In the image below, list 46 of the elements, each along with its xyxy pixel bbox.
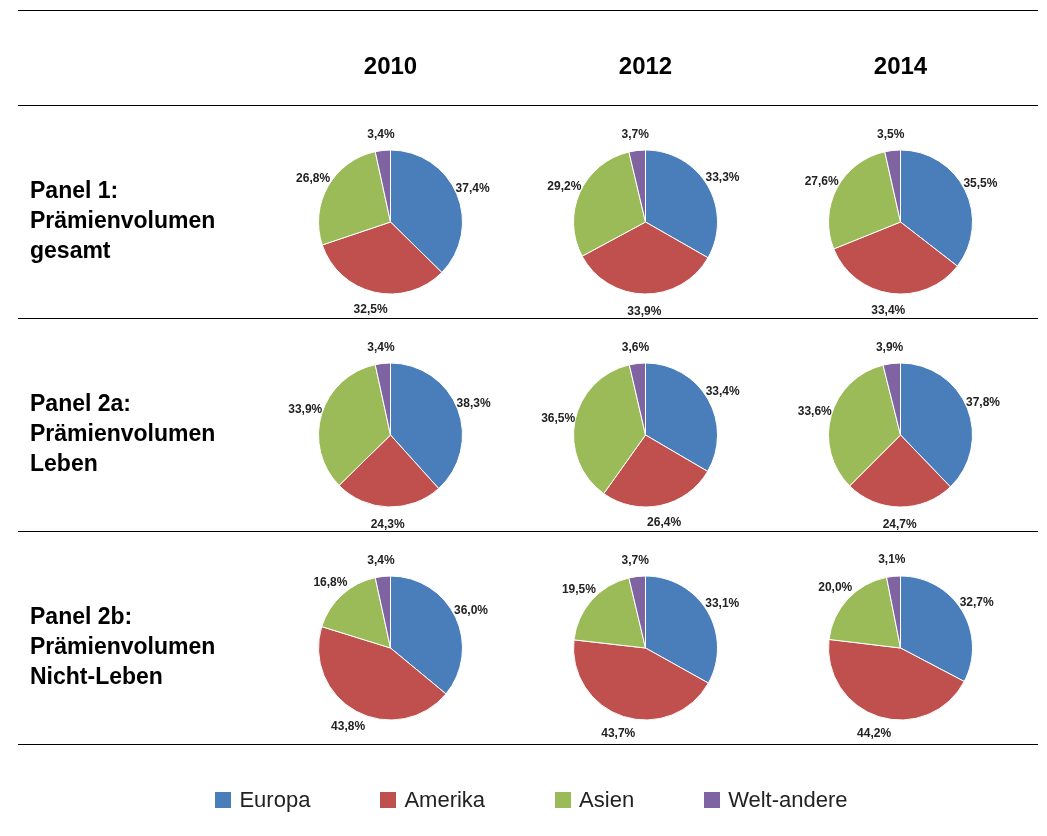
data-label: 24,3% [370, 516, 406, 531]
chart-title: 2010 [362, 50, 419, 81]
data-label: 16,8% [313, 575, 348, 590]
data-label: 24,7% [882, 517, 917, 531]
data-label: 35,5% [963, 175, 998, 190]
text: Panel 1: Prämienvolumen gesamt [30, 175, 217, 265]
data-label: 33,9% [627, 303, 662, 318]
data-label: 3,1% [878, 552, 906, 567]
legend-label: Asien [579, 787, 635, 813]
data-label: 36,5% [541, 410, 576, 425]
data-label: 32,7% [959, 594, 995, 609]
data-label: 32,5% [353, 301, 388, 316]
chart-title: 2014 [872, 50, 929, 81]
data-label: 44,2% [857, 725, 892, 740]
data-label: 38,3% [456, 396, 491, 411]
data-label: 33,6% [797, 404, 833, 419]
data-label: 33,9% [288, 402, 323, 417]
data-label: 33,4% [705, 383, 741, 398]
data-label: 43,7% [601, 725, 636, 740]
data-label: 3,9% [875, 339, 904, 354]
legend-label: Welt-andere [728, 787, 848, 813]
text: Panel 2a: Prämienvolumen Leben [30, 388, 217, 478]
data-label: 3,7% [621, 126, 650, 141]
chart-title: 2012 [617, 50, 674, 81]
data-label: 3,5% [877, 126, 905, 141]
data-label: 3,4% [367, 339, 395, 354]
data-label: 26,4% [647, 515, 682, 530]
legend-label: Europa [239, 787, 311, 813]
data-label: 33,3% [705, 170, 740, 185]
data-label: 3,6% [621, 339, 650, 354]
text: Panel 2b: Prämienvolumen Nicht-Leben [30, 601, 217, 691]
data-label: 19,5% [561, 581, 597, 596]
data-label: 37,8% [966, 394, 1001, 409]
data-label: 3,4% [367, 126, 396, 141]
data-label: 43,8% [331, 719, 366, 734]
data-label: 3,4% [367, 552, 396, 567]
data-label: 33,1% [705, 595, 740, 610]
data-label: 26,8% [296, 171, 331, 186]
data-label: 27,6% [804, 173, 840, 188]
data-label: 37,4% [455, 180, 490, 195]
data-label: 36,0% [454, 603, 489, 618]
legend-label: Amerika [404, 787, 486, 813]
data-label: 3,7% [621, 552, 650, 567]
data-label: 20,0% [818, 580, 853, 595]
data-label: 33,4% [871, 303, 906, 318]
data-label: 29,2% [547, 178, 582, 193]
